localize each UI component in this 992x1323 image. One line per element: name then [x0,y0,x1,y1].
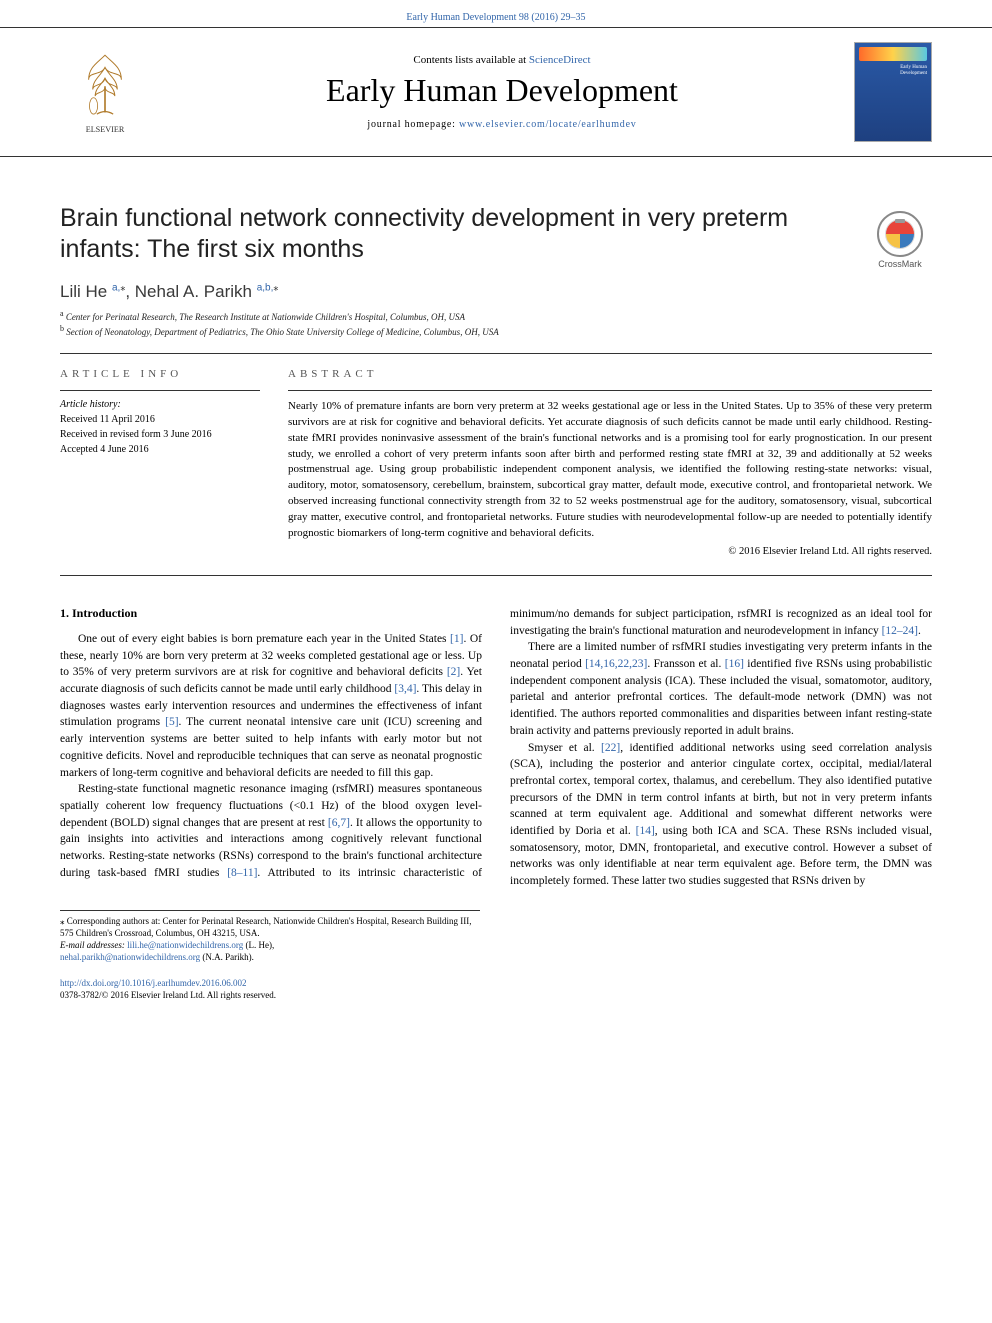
email-1[interactable]: nehal.parikh@nationwidechildrens.org [60,952,200,962]
section-1-heading: 1. Introduction [60,606,482,621]
body-two-column: 1. Introduction One out of every eight b… [0,576,992,899]
doi-link[interactable]: http://dx.doi.org/10.1016/j.earlhumdev.2… [60,978,247,988]
crossmark-badge[interactable]: CrossMark [868,207,932,271]
date-revised: Received in revised form 3 June 2016 [60,427,260,442]
email-line: E-mail addresses: lili.he@nationwidechil… [60,939,480,951]
email-label: E-mail addresses: [60,940,125,950]
title-block: Brain functional network connectivity de… [0,157,992,276]
affiliation-a: a Center for Perinatal Research, The Res… [60,308,932,324]
abstract-col: abstract Nearly 10% of premature infants… [288,368,932,557]
footer: http://dx.doi.org/10.1016/j.earlhumdev.2… [0,971,992,1031]
header-citation-link[interactable]: Early Human Development 98 (2016) 29–35 [406,12,585,23]
homepage-prefix: journal homepage: [367,119,459,130]
email-0[interactable]: lili.he@nationwidechildrens.org [127,940,243,950]
author-1-affil: a,b, [257,282,274,293]
homepage-line: journal homepage: www.elsevier.com/locat… [166,119,838,130]
article-info-col: article info Article history: Received 1… [60,368,260,557]
info-abstract-row: article info Article history: Received 1… [0,354,992,575]
journal-title: Early Human Development [166,72,838,109]
contents-available-line: Contents lists available at ScienceDirec… [166,54,838,66]
svg-text:ELSEVIER: ELSEVIER [86,125,125,134]
author-1-corr-mark: ⁎ [273,282,278,293]
abstract-heading: abstract [288,368,932,380]
affiliations: a Center for Perinatal Research, The Res… [0,304,992,353]
abstract-copyright: © 2016 Elsevier Ireland Ltd. All rights … [288,546,932,557]
article-info-heading: article info [60,368,260,380]
masthead-center: Contents lists available at ScienceDirec… [166,54,838,130]
contents-prefix: Contents lists available at [413,54,528,66]
header-citation: Early Human Development 98 (2016) 29–35 [0,0,992,27]
affiliation-b: b Section of Neonatology, Department of … [60,323,932,339]
abstract-rule [288,390,932,391]
email-1-person: (N.A. Parikh) [202,952,251,962]
date-received: Received 11 April 2016 [60,412,260,427]
intro-para-3: There are a limited number of rsfMRI stu… [510,639,932,739]
abstract-text: Nearly 10% of premature infants are born… [288,399,932,542]
article-title: Brain functional network connectivity de… [60,203,860,266]
email-line-2: nehal.parikh@nationwidechildrens.org (N.… [60,951,480,963]
author-1-name: Nehal A. Parikh [135,282,252,301]
corresponding-note: ⁎ Corresponding authors at: Center for P… [60,915,480,939]
masthead: ELSEVIER Contents lists available at Sci… [0,27,992,157]
email-0-person: (L. He) [246,940,273,950]
svg-text:CrossMark: CrossMark [878,259,922,269]
homepage-link[interactable]: www.elsevier.com/locate/earlhumdev [459,119,637,130]
sciencedirect-link[interactable]: ScienceDirect [529,54,591,66]
article-history-dates: Received 11 April 2016 Received in revis… [60,412,260,457]
info-rule [60,390,260,391]
authors-line: Lili He a,⁎, Nehal A. Parikh a,b,⁎ [0,276,992,304]
journal-cover-thumbnail: Early HumanDevelopment [854,42,932,142]
publisher-logo: ELSEVIER [60,47,150,137]
author-0-name: Lili He [60,282,107,301]
issn-copyright: 0378-3782/© 2016 Elsevier Ireland Ltd. A… [60,989,932,1001]
date-accepted: Accepted 4 June 2016 [60,442,260,457]
intro-para-1: One out of every eight babies is born pr… [60,631,482,781]
crossmark-icon: CrossMark [868,207,932,271]
footnotes: ⁎ Corresponding authors at: Center for P… [0,900,992,972]
author-0-corr-mark: ⁎ [120,282,125,293]
elsevier-tree-icon: ELSEVIER [60,47,150,137]
article-history-label: Article history: [60,399,260,410]
intro-para-4: Smyser et al. [22], identified additiona… [510,740,932,890]
